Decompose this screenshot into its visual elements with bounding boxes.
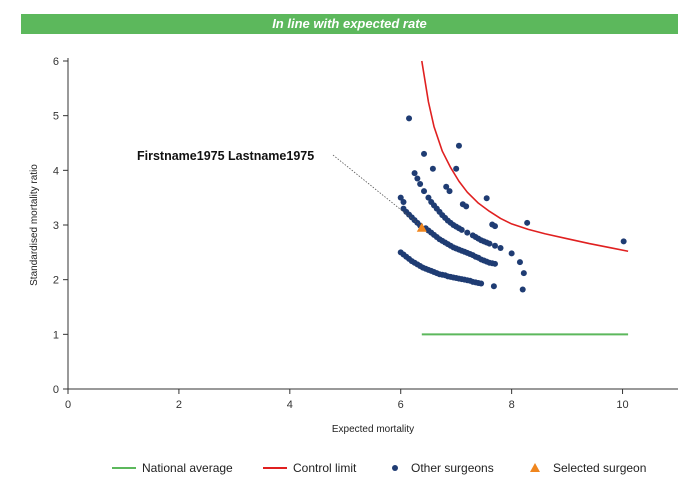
legend-selected-surgeon-label: Selected surgeon <box>553 461 646 475</box>
axes: 0 2 4 6 8 10 0 1 2 3 4 5 6 <box>53 56 678 411</box>
other-surgeon-point <box>520 270 527 277</box>
other-surgeon-point <box>508 250 515 257</box>
other-surgeon-point <box>417 181 424 187</box>
y-tick-label: 0 <box>53 384 59 396</box>
other-surgeon-point <box>443 183 450 190</box>
legend-control-limit-label: Control limit <box>293 461 357 475</box>
other-surgeon-point <box>492 242 498 249</box>
other-surgeon-point <box>524 219 531 226</box>
other-surgeon-point <box>519 286 526 293</box>
other-surgeon-point <box>429 165 436 172</box>
y-tick-label: 5 <box>53 111 59 123</box>
other-surgeons-series <box>397 115 627 293</box>
legend-national-average-label: National average <box>142 461 233 475</box>
x-tick-label: 6 <box>398 399 404 411</box>
y-tick-label: 3 <box>53 220 59 232</box>
y-tick-label: 4 <box>53 165 59 177</box>
other-surgeon-point <box>455 142 462 149</box>
other-surgeon-point <box>620 238 627 245</box>
other-surgeon-point <box>478 280 485 287</box>
legend-other-surgeons-label: Other surgeons <box>411 461 494 475</box>
other-surgeon-point <box>406 115 413 122</box>
x-tick-label: 0 <box>65 399 71 411</box>
other-surgeon-point <box>411 170 418 177</box>
selected-surgeon-annotation: Firstname1975 Lastname1975 <box>137 149 314 163</box>
legend-other-surgeons-swatch <box>392 465 398 471</box>
other-surgeon-point <box>458 226 465 233</box>
other-surgeon-point <box>490 283 497 290</box>
other-surgeon-point <box>446 188 453 195</box>
other-surgeon-point <box>425 194 432 201</box>
x-axis-title: Expected mortality <box>332 424 414 435</box>
legend-selected-surgeon-swatch <box>530 463 540 472</box>
selected-surgeon-series <box>416 222 427 232</box>
y-tick-label: 2 <box>53 275 59 287</box>
control-limit-series <box>421 60 629 253</box>
status-banner: In line with expected rate <box>21 14 678 34</box>
other-surgeon-point <box>453 165 460 172</box>
y-tick-label: 6 <box>53 56 59 68</box>
x-tick-label: 8 <box>509 399 515 411</box>
other-surgeon-point <box>463 203 470 210</box>
annotation-leader-line <box>332 154 422 227</box>
x-tick-label: 2 <box>176 399 182 411</box>
other-surgeon-point <box>516 259 523 266</box>
annotation-layer: Firstname1975 Lastname1975 <box>137 149 422 227</box>
control-limit-curve <box>421 60 629 253</box>
other-surgeon-point <box>464 229 471 236</box>
y-tick-label: 1 <box>53 329 59 341</box>
other-surgeon-point <box>497 244 504 251</box>
selected-surgeon-point <box>416 222 427 232</box>
chart-legend: National average Control limit Other surge… <box>112 461 646 475</box>
other-surgeon-point <box>492 223 498 230</box>
other-surgeon-point <box>483 195 490 202</box>
other-surgeon-point <box>486 240 493 247</box>
other-surgeon-point <box>421 188 428 195</box>
other-surgeon-point <box>397 194 404 201</box>
other-surgeon-point <box>421 150 428 157</box>
y-axis-title: Standardised mortality ratio <box>29 164 40 286</box>
other-surgeon-point <box>400 199 407 206</box>
x-tick-label: 4 <box>287 399 293 411</box>
other-surgeon-point <box>492 260 498 267</box>
other-surgeon-point <box>414 175 421 182</box>
x-tick-label: 10 <box>616 399 628 411</box>
